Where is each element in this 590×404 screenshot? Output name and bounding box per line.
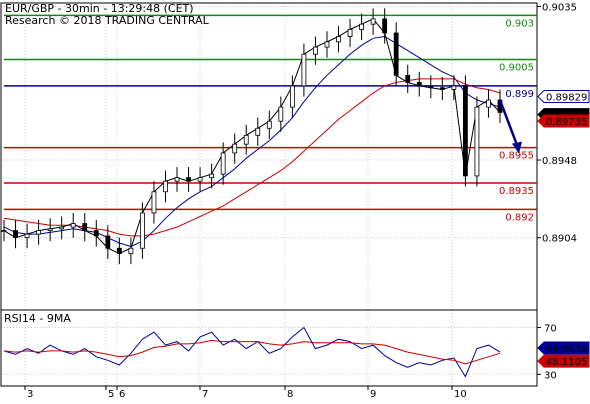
candle-body	[486, 99, 491, 108]
rsi-panel-frame	[0, 309, 538, 387]
rsi-axis: 70 30	[537, 324, 557, 381]
main-grid	[1, 3, 537, 310]
price-tag-box	[537, 89, 590, 103]
price-tag-label: 0.89829	[546, 92, 587, 103]
rsi-tag-label: 49.0636	[546, 344, 587, 355]
time-axis: 3 5 6 7 8 9 10	[24, 386, 467, 400]
candle-body	[24, 233, 30, 239]
candle-body	[243, 134, 249, 145]
price-axis: 0.9035 0.8948 0.8904	[537, 3, 577, 245]
price-candles	[1, 8, 503, 265]
price-tag-label: 0.89735	[546, 117, 587, 128]
time-tick-label: 6	[119, 389, 125, 400]
candle-body	[232, 143, 238, 154]
candle-body	[370, 18, 376, 25]
level-label: 0.899	[505, 89, 534, 100]
candle-body	[186, 177, 191, 182]
rsi-lines	[3, 326, 501, 378]
time-tick-label: 8	[287, 389, 293, 400]
candle-body	[359, 23, 364, 30]
time-tick-label: 7	[202, 389, 208, 400]
candle-body	[451, 85, 457, 90]
forecast-arrow-head	[512, 141, 522, 154]
rsi-grid	[1, 310, 537, 386]
price-levels: 0.903 0.9005 0.899 0.8955 0.8935 0.892	[4, 14, 537, 223]
candle-body	[428, 85, 434, 89]
level-label: 0.892	[505, 212, 534, 223]
candle-body	[36, 230, 42, 235]
price-tick-label: 0.8904	[542, 234, 577, 245]
candle-body	[47, 228, 53, 232]
candle-body	[301, 53, 307, 87]
rsi-tag-box	[537, 341, 590, 355]
candle-body	[405, 74, 411, 83]
candle-body	[140, 212, 145, 249]
candle-body	[416, 81, 422, 87]
rsi-tag-label: 48.1105	[546, 357, 587, 368]
rsi-tick-label: 30	[544, 370, 557, 381]
candle-body	[382, 18, 388, 34]
chart-header-line2: Research © 2018 TRADING CENTRAL	[5, 14, 210, 27]
time-tick-label: 9	[370, 389, 376, 400]
candle-body	[174, 177, 180, 182]
level-label: 0.903	[505, 18, 534, 29]
candle-body	[289, 85, 295, 108]
candle-body	[324, 41, 330, 48]
chart-header-line1: EUR/GBP - 30min - 13:29:48 (CET)	[5, 2, 194, 15]
candle-body	[82, 223, 88, 232]
candle-body	[13, 230, 18, 239]
candle-body	[93, 230, 99, 237]
candle-body	[347, 29, 353, 37]
price-tag-box	[537, 114, 590, 128]
time-tick-label: 10	[454, 389, 467, 400]
candle-body	[255, 127, 261, 136]
candle-body	[313, 46, 318, 55]
rsi-title: RSI14 - 9MA	[4, 312, 71, 325]
level-label: 0.8955	[499, 151, 534, 162]
candle-body	[197, 177, 203, 182]
rsi-tick-label: 70	[544, 324, 557, 335]
candle-body	[474, 106, 480, 177]
candle-body	[163, 180, 168, 193]
price-tick-label: 0.9035	[542, 3, 577, 14]
candle-body	[59, 226, 65, 230]
candle-body	[266, 120, 272, 129]
forecast-arrow-shaft	[498, 99, 520, 149]
candle-body	[70, 223, 76, 228]
candle-body	[151, 191, 157, 214]
candle-body	[116, 247, 122, 254]
candle-body	[278, 106, 284, 122]
candle-body	[1, 230, 7, 233]
candle-body	[220, 152, 226, 175]
time-tick-label: 3	[27, 389, 33, 400]
candle-body	[209, 173, 215, 179]
rsi-series-rsi	[3, 326, 501, 378]
level-label: 0.9005	[499, 62, 534, 73]
candle-body	[128, 247, 134, 254]
candle-body	[105, 235, 111, 249]
time-tick-label: 5	[108, 389, 114, 400]
rsi-tag-box	[537, 354, 590, 368]
candle-body	[393, 32, 399, 76]
candle-body	[462, 85, 468, 177]
level-label: 0.8935	[499, 186, 534, 197]
rsi-series-rsi-ma	[3, 339, 501, 365]
price-tick-label: 0.8948	[542, 156, 577, 167]
forecast-arrow	[498, 99, 522, 154]
candle-body	[336, 36, 341, 43]
candle-body	[439, 87, 445, 90]
